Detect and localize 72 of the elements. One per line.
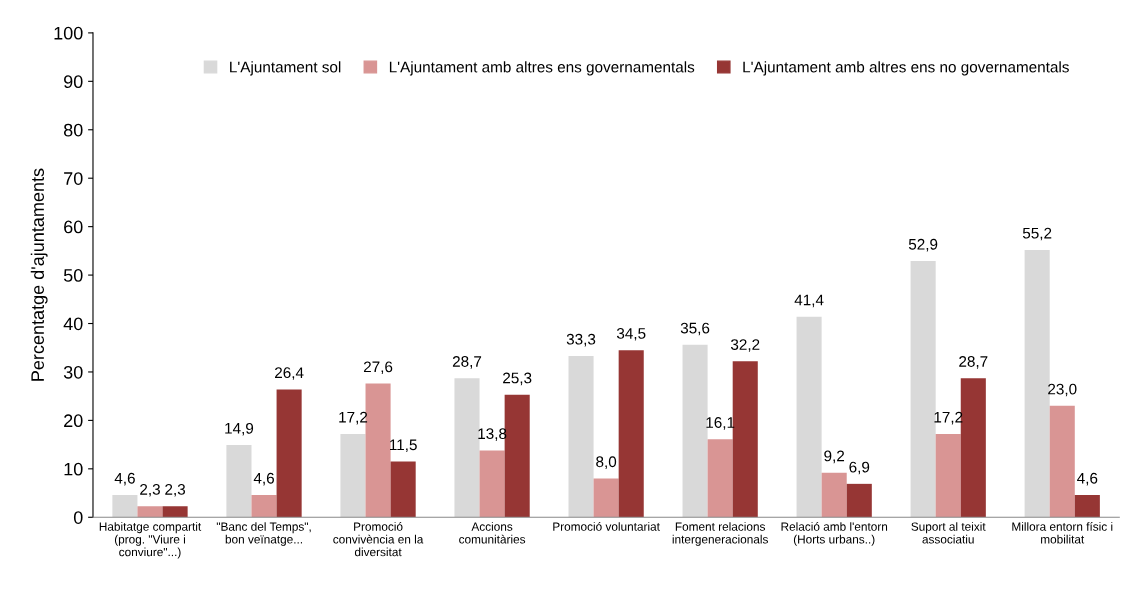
y-tick-label: 70 — [64, 172, 83, 185]
bar — [568, 355, 594, 518]
x-tick-label: Accions comunitàries — [459, 522, 526, 544]
y-tick-label: 10 — [64, 462, 83, 476]
data-label: 26,4 — [275, 367, 304, 380]
legend-label: L'Ajuntament amb altres ens no governamentals — [743, 61, 1069, 76]
legend-label: L'Ajuntament sol — [230, 61, 341, 76]
legend-label: L'Ajuntament amb altres ens governamentals — [389, 61, 695, 76]
data-label: 23,0 — [1048, 383, 1077, 397]
x-tick-label: Habitatge compartit (prog. "Viure i conviure"...) — [99, 522, 202, 559]
x-tick-label: Relació amb l'entorn (Horts urbans..) — [781, 521, 888, 546]
bar — [137, 506, 163, 518]
bar — [251, 494, 277, 518]
bar — [1024, 249, 1050, 518]
data-label: 14,9 — [225, 422, 254, 436]
x-tick-label: Promoció voluntariat — [553, 521, 660, 531]
data-label: 27,6 — [363, 361, 393, 375]
x-tick-label: "Banc del Temps", bon veïnatge... — [216, 522, 311, 546]
y-tick-label: 30 — [63, 365, 83, 379]
bar — [112, 494, 138, 518]
bar — [226, 445, 252, 518]
data-label: 9,2 — [824, 450, 845, 464]
data-label: 2,3 — [140, 483, 160, 497]
data-label: 17,2 — [339, 411, 368, 425]
bar — [390, 461, 416, 518]
bar — [340, 433, 366, 518]
y-tick-label: 80 — [63, 123, 83, 137]
y-tick-label: 100 — [54, 26, 83, 40]
data-label: 32,2 — [730, 339, 760, 352]
y-tick-label: 90 — [64, 75, 83, 89]
y-tick-label: 40 — [63, 317, 83, 331]
y-tick-label: 0 — [73, 511, 83, 524]
y-tick-label: 60 — [64, 220, 83, 234]
bar — [796, 316, 822, 518]
bar — [1049, 405, 1075, 518]
data-label: 8,0 — [596, 456, 617, 469]
bar — [479, 450, 505, 518]
x-tick-label: Promoció convivència en la diversitat — [333, 521, 424, 557]
data-label: 55,2 — [1022, 227, 1052, 241]
data-label: 34,5 — [616, 327, 646, 341]
bar — [846, 483, 872, 518]
data-label: 28,7 — [452, 356, 482, 369]
data-label: 6,9 — [849, 461, 870, 475]
bar — [935, 433, 961, 518]
data-label: 35,6 — [680, 322, 710, 336]
bar — [454, 378, 480, 518]
bar — [910, 261, 936, 518]
bar — [618, 350, 644, 518]
bar — [593, 478, 619, 518]
data-label: 41,4 — [794, 294, 824, 308]
bar — [365, 383, 391, 518]
data-label: 11,5 — [390, 439, 417, 453]
data-label: 4,6 — [253, 472, 274, 486]
y-axis-title: Percentatge d'ajuntaments — [30, 168, 48, 381]
bar — [1074, 494, 1100, 518]
bar — [821, 472, 847, 518]
data-label: 4,6 — [1077, 472, 1098, 486]
bar — [162, 506, 188, 518]
bar — [276, 389, 302, 518]
data-label: 33,3 — [566, 333, 596, 347]
y-tick-label: 20 — [64, 414, 83, 428]
data-label: 28,7 — [959, 356, 988, 369]
bar — [682, 344, 708, 518]
x-tick-label: Millora entorn físic i mobilitat — [1012, 521, 1113, 544]
data-label: 2,3 — [165, 483, 186, 497]
data-label: 25,3 — [503, 372, 532, 386]
bar — [707, 439, 733, 518]
y-tick-label: 50 — [63, 269, 83, 282]
x-tick-label: Suport al teixit associatiu — [911, 522, 986, 544]
data-label: 4,6 — [114, 472, 135, 486]
x-tick-label: Foment relacions intergeneracionals — [672, 522, 768, 546]
data-label: 52,9 — [908, 238, 938, 252]
